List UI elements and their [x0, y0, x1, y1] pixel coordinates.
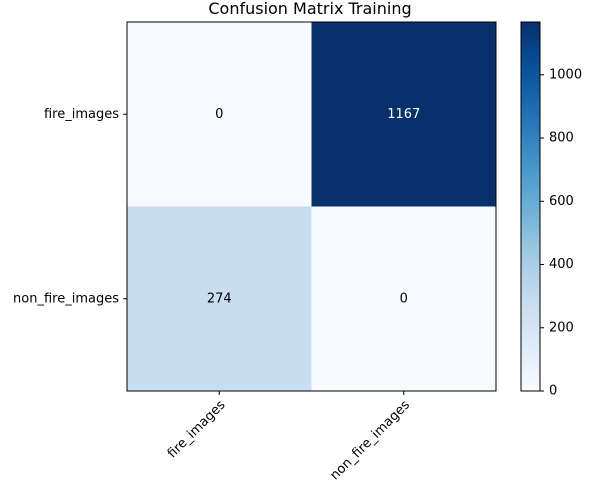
x-tick-label-1: non_fire_images: [328, 398, 414, 484]
heatmap-cells: 0 1167 274 0: [127, 22, 496, 391]
colorbar-tick-label-4: 800: [549, 131, 574, 146]
colorbar-tick-label-3: 600: [549, 194, 574, 209]
heatmap-frame: [126, 21, 497, 392]
y-tick-label-1: non_fire_images: [13, 291, 119, 306]
heatmap-cell-r1-c1: [311, 206, 496, 391]
cell-value-label-r0-c1: 1167: [387, 107, 420, 122]
cell-value-label-r1-c0: 274: [207, 291, 232, 306]
cell-value-label-r1-c1: 0: [400, 291, 408, 306]
heatmap-cell-r1-c0: [127, 206, 312, 391]
colorbar-tick-label-1: 200: [549, 320, 574, 335]
colorbar: 0 200 400 600 800 1000: [520, 21, 582, 399]
colorbar-tick-label-2: 400: [549, 257, 574, 272]
colorbar-tick-label-0: 0: [549, 384, 557, 399]
chart-title: Confusion Matrix Training: [208, 0, 411, 18]
colorbar-gradient: [521, 22, 540, 391]
colorbar-tick-label-5: 1000: [549, 67, 582, 82]
y-tick-label-0: fire_images: [44, 107, 119, 122]
x-tick-label-0: fire_images: [165, 398, 229, 462]
colorbar-frame: [520, 21, 541, 392]
cell-value-label-r0-c0: 0: [215, 107, 223, 122]
heatmap-cell-r0-c0: [127, 22, 312, 207]
heatmap-cell-r0-c1: [311, 22, 496, 207]
